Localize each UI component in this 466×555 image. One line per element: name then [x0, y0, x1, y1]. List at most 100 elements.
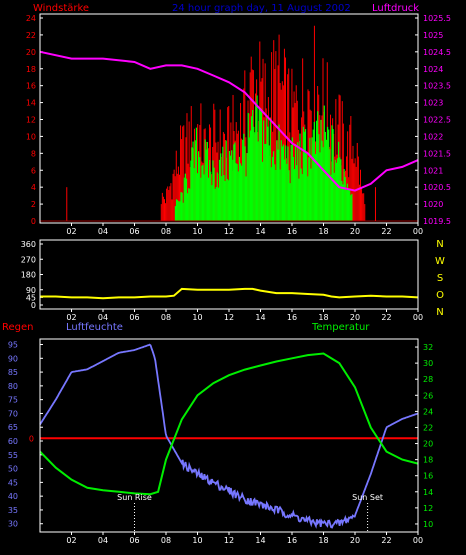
pressure-line [39, 50, 419, 192]
temperature-tick-label: 20 [423, 440, 433, 449]
x-tick-label: 06 [129, 313, 139, 322]
graph-title: 24 hour graph day, 11 August 2002 [172, 3, 351, 14]
x-tick-label: 14 [255, 227, 265, 236]
humidity-tick-label: 65 [8, 423, 18, 432]
wind-pressure-panel: 0246810121416182022241019.510201020.5102… [26, 13, 451, 236]
humidity-tick-label: 80 [8, 382, 18, 391]
pressure-axis-title: Luftdruck [372, 3, 419, 14]
wind-tick-label: 14 [26, 99, 36, 108]
wind-tick-label: 10 [26, 132, 36, 141]
pressure-tick-label: 1022.5 [423, 116, 451, 125]
x-tick-label: 06 [129, 227, 139, 236]
humidity-tick-label: 60 [8, 437, 18, 446]
x-tick-label: 02 [66, 536, 76, 545]
humidity-line [39, 343, 419, 529]
x-tick-label: 16 [287, 313, 297, 322]
wind-tick-label: 16 [26, 82, 36, 91]
x-tick-label: 08 [161, 227, 171, 236]
x-tick-label: 20 [350, 536, 360, 545]
x-tick-label: 16 [287, 227, 297, 236]
wind-tick-label: 18 [26, 65, 36, 74]
temperature-tick-label: 12 [423, 504, 433, 513]
humidity-tick-label: 75 [8, 396, 18, 405]
temperature-line [39, 352, 419, 496]
temperature-tick-label: 14 [423, 488, 433, 497]
humidity-tick-label: 55 [8, 451, 18, 460]
temperature-tick-label: 22 [423, 423, 433, 432]
x-tick-label: 04 [98, 313, 108, 322]
x-tick-label: 12 [224, 313, 234, 322]
humidity-tick-label: 40 [8, 492, 18, 501]
direction-tick-label: 270 [21, 255, 36, 264]
wind-tick-label: 20 [26, 48, 36, 57]
direction-tick-label: 45 [26, 293, 36, 302]
wind-tick-label: 0 [31, 217, 36, 226]
compass-label: W [435, 256, 445, 267]
humidity-label: Luftfeuchte [66, 322, 123, 333]
wind-tick-label: 6 [31, 166, 36, 175]
humidity-tick-label: 35 [8, 506, 18, 515]
temperature-tick-label: 24 [423, 407, 433, 416]
pressure-tick-label: 1023.5 [423, 82, 451, 91]
rain-label: Regen [2, 322, 34, 333]
x-tick-label: 18 [318, 313, 328, 322]
x-tick-label: 04 [98, 227, 108, 236]
wind-tick-label: 8 [31, 149, 36, 158]
x-tick-label: 10 [192, 227, 202, 236]
wind-tick-label: 2 [31, 200, 36, 209]
sun-set-label: Sun Set [352, 493, 383, 502]
x-tick-label: 14 [255, 536, 265, 545]
direction-tick-label: 180 [21, 271, 36, 280]
x-tick-label: 22 [381, 536, 391, 545]
wind-tick-label: 22 [26, 31, 36, 40]
x-tick-label: 18 [318, 227, 328, 236]
humidity-tick-label: 95 [8, 341, 18, 350]
plot-frame [39, 338, 419, 533]
direction-tick-label: 360 [21, 240, 36, 249]
x-tick-label: 14 [255, 313, 265, 322]
x-tick-label: 08 [161, 313, 171, 322]
pressure-tick-label: 1025 [423, 31, 443, 40]
temperature-tick-label: 28 [423, 375, 433, 384]
chart-header: Windstärke 24 hour graph day, 11 August … [33, 3, 419, 14]
temperature-tick-label: 30 [423, 359, 433, 368]
humidity-tick-label: 85 [8, 368, 18, 377]
pressure-tick-label: 1020 [423, 200, 443, 209]
wind-axis-title: Windstärke [33, 3, 89, 14]
pressure-tick-label: 1022 [423, 132, 443, 141]
x-tick-label: 00 [413, 227, 423, 236]
temperature-tick-label: 16 [423, 472, 433, 481]
x-tick-label: 00 [413, 536, 423, 545]
x-tick-label: 20 [350, 227, 360, 236]
rain-zero-label: 0 [29, 434, 34, 443]
humidity-tick-label: 45 [8, 478, 18, 487]
sun-rise-label: Sun Rise [117, 493, 152, 502]
compass-label: S [437, 273, 443, 284]
x-tick-label: 02 [66, 227, 76, 236]
temperature-tick-label: 18 [423, 456, 433, 465]
humidity-tick-label: 30 [8, 520, 18, 529]
pressure-tick-label: 1021.5 [423, 149, 451, 158]
x-tick-label: 10 [192, 313, 202, 322]
x-tick-label: 18 [318, 536, 328, 545]
direction-tick-label: 0 [31, 301, 36, 310]
temperature-tick-label: 32 [423, 343, 433, 352]
panel3-header: Regen Luftfeuchte Temperatur [2, 322, 370, 333]
compass-label: N [436, 239, 443, 250]
x-tick-label: 02 [66, 313, 76, 322]
temperature-label: Temperatur [311, 322, 370, 333]
pressure-tick-label: 1024 [423, 65, 443, 74]
x-tick-label: 12 [224, 536, 234, 545]
temperature-tick-label: 26 [423, 391, 433, 400]
x-tick-label: 20 [350, 313, 360, 322]
humidity-tick-label: 90 [8, 354, 18, 363]
direction-line [40, 287, 419, 300]
wind-tick-label: 24 [26, 14, 36, 23]
temperature-tick-label: 10 [423, 520, 433, 529]
x-tick-label: 12 [224, 227, 234, 236]
pressure-tick-label: 1024.5 [423, 48, 451, 57]
x-tick-label: 22 [381, 227, 391, 236]
